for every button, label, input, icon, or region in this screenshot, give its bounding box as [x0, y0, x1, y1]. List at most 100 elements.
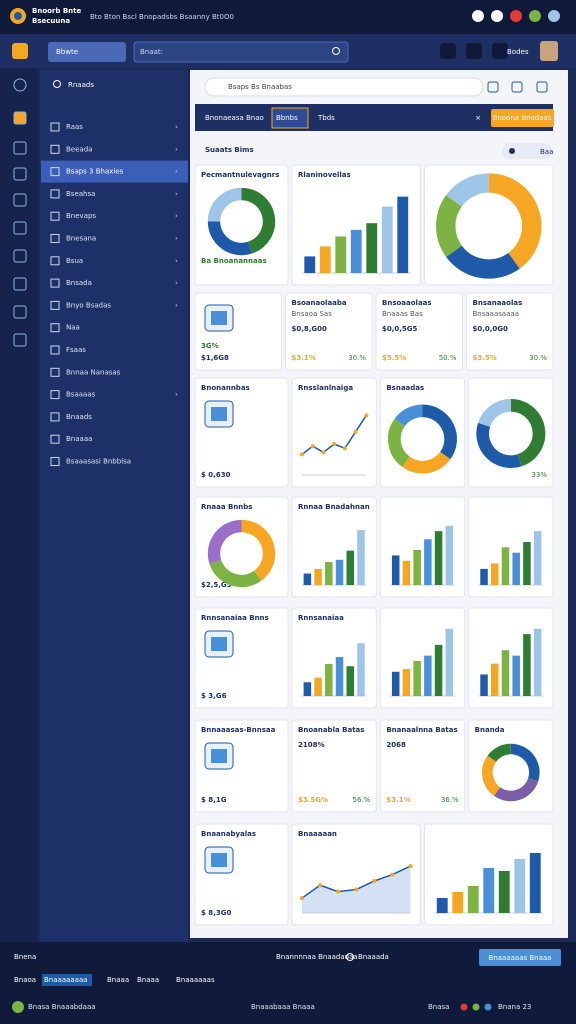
rail-icon[interactable] — [13, 167, 27, 181]
toolbar-icon[interactable] — [440, 43, 456, 59]
action-button[interactable] — [491, 109, 554, 127]
nav-item[interactable]: Bnyo Bsadas — [66, 301, 111, 309]
search-placeholder: Bnaat: — [140, 48, 163, 56]
rail-icon[interactable] — [13, 78, 27, 92]
footer-link[interactable]: Bnaaa — [137, 976, 159, 984]
bar — [335, 236, 347, 273]
card-note: $3.1% — [292, 354, 316, 362]
nav-item[interactable]: Beeada — [66, 145, 92, 153]
nav-item[interactable]: Bsua — [66, 257, 83, 265]
chevron: › — [175, 235, 178, 243]
rail-icon[interactable] — [13, 111, 27, 125]
card-value: $2,5,G5 — [201, 581, 232, 589]
status-dot — [346, 953, 354, 961]
header-icon[interactable] — [491, 10, 503, 22]
chevron: › — [175, 391, 178, 399]
bar — [523, 634, 531, 696]
bar — [490, 563, 499, 585]
filter[interactable] — [502, 143, 552, 159]
nav-item[interactable]: Fsaas — [66, 346, 86, 354]
rail-icon[interactable] — [13, 277, 27, 291]
nav-item[interactable]: Bnnaa Nanasas — [66, 368, 121, 376]
close-icon[interactable]: × — [475, 114, 481, 122]
chip — [42, 974, 92, 986]
nav-item[interactable]: Bsaaasasi Bnbbisa — [66, 458, 131, 466]
filter-text[interactable]: Baa — [540, 148, 553, 156]
nav-item[interactable]: Bnsada — [66, 279, 92, 287]
bar — [381, 206, 393, 273]
main-icon[interactable] — [536, 81, 548, 93]
footer-link[interactable]: Bnaaaaaas — [176, 976, 215, 984]
footer-link[interactable]: Bnaoa — [14, 976, 36, 984]
card-note: $5.5% — [382, 354, 406, 362]
tab[interactable]: Tbds — [317, 114, 335, 122]
bar — [303, 573, 312, 585]
nav-item[interactable]: Bnaads — [66, 413, 92, 421]
rail-logo — [12, 43, 28, 59]
bar — [434, 644, 443, 696]
point — [336, 889, 341, 894]
donut-segment — [402, 451, 451, 474]
rail-icon[interactable] — [13, 249, 27, 263]
footer-button[interactable] — [479, 949, 561, 966]
nav-icon — [50, 122, 60, 132]
rail-icon[interactable] — [13, 221, 27, 235]
toolbar-icon[interactable] — [466, 43, 482, 59]
nav-item[interactable]: Bnaaaa — [66, 435, 92, 443]
bar — [402, 669, 411, 696]
card-note: 3G% — [201, 342, 219, 350]
rail-icon[interactable] — [13, 141, 27, 155]
toolbar-icon[interactable] — [492, 43, 508, 59]
bar — [424, 539, 432, 585]
nav-item[interactable]: Bnevaps — [66, 212, 96, 220]
card-title: Bnanda — [475, 726, 505, 734]
card-note-2: 50.% — [439, 354, 457, 362]
footer-link[interactable]: Bnaaaaaaaa — [44, 976, 88, 984]
main-icon[interactable] — [511, 81, 523, 93]
header-icon[interactable] — [548, 10, 560, 22]
card-title: Rnaaa Bnnbs — [201, 503, 252, 511]
card — [291, 377, 377, 488]
nav-item[interactable]: Naa — [66, 324, 80, 332]
tab[interactable]: Bnonaeasa Bnao — [205, 114, 264, 122]
nav-item[interactable]: Bsaps 3 Bhaxies — [66, 168, 124, 176]
footer-bottom: Bnasa — [428, 1003, 449, 1011]
tab[interactable]: Bbnbs — [276, 114, 298, 122]
bar — [366, 223, 378, 273]
avatar[interactable] — [540, 41, 558, 61]
footer-link[interactable]: Bnaaa — [107, 976, 129, 984]
bar — [335, 559, 344, 585]
bar — [314, 568, 322, 585]
header-icon[interactable] — [510, 10, 522, 22]
nav-item[interactable]: Bnesana — [66, 235, 96, 243]
donut-segment — [493, 777, 539, 802]
card — [291, 607, 377, 709]
rail-icon[interactable] — [13, 333, 27, 347]
header-icon[interactable] — [529, 10, 541, 22]
main-search[interactable] — [204, 77, 484, 97]
header-icon[interactable] — [472, 10, 484, 22]
card-note: Ba Bnoanannaas — [201, 257, 267, 265]
bar — [357, 643, 365, 696]
rail-icon[interactable] — [13, 305, 27, 319]
chevron: › — [175, 257, 178, 265]
nav-item[interactable]: Bsaaaas — [66, 391, 96, 399]
rail-icon[interactable] — [13, 193, 27, 207]
nav-item[interactable]: Raas — [66, 123, 83, 131]
card-icon-inner — [211, 749, 227, 763]
bar — [325, 663, 333, 696]
footer-button-text[interactable]: Bnaaaaaas Bnaaa — [489, 954, 552, 962]
card — [379, 607, 466, 709]
bar — [501, 547, 510, 585]
action-button-text[interactable]: Bnoona Bnodaas — [493, 114, 552, 122]
main-icon[interactable] — [487, 81, 499, 93]
bar — [490, 663, 499, 696]
bar — [483, 868, 495, 913]
search-left[interactable] — [48, 42, 126, 62]
tab-active — [271, 107, 309, 129]
search-box[interactable] — [133, 41, 349, 63]
nav-item[interactable]: Bseahsa — [66, 190, 95, 198]
nav-search-icon — [53, 80, 61, 88]
point — [354, 887, 359, 892]
nav-icon — [50, 167, 60, 177]
